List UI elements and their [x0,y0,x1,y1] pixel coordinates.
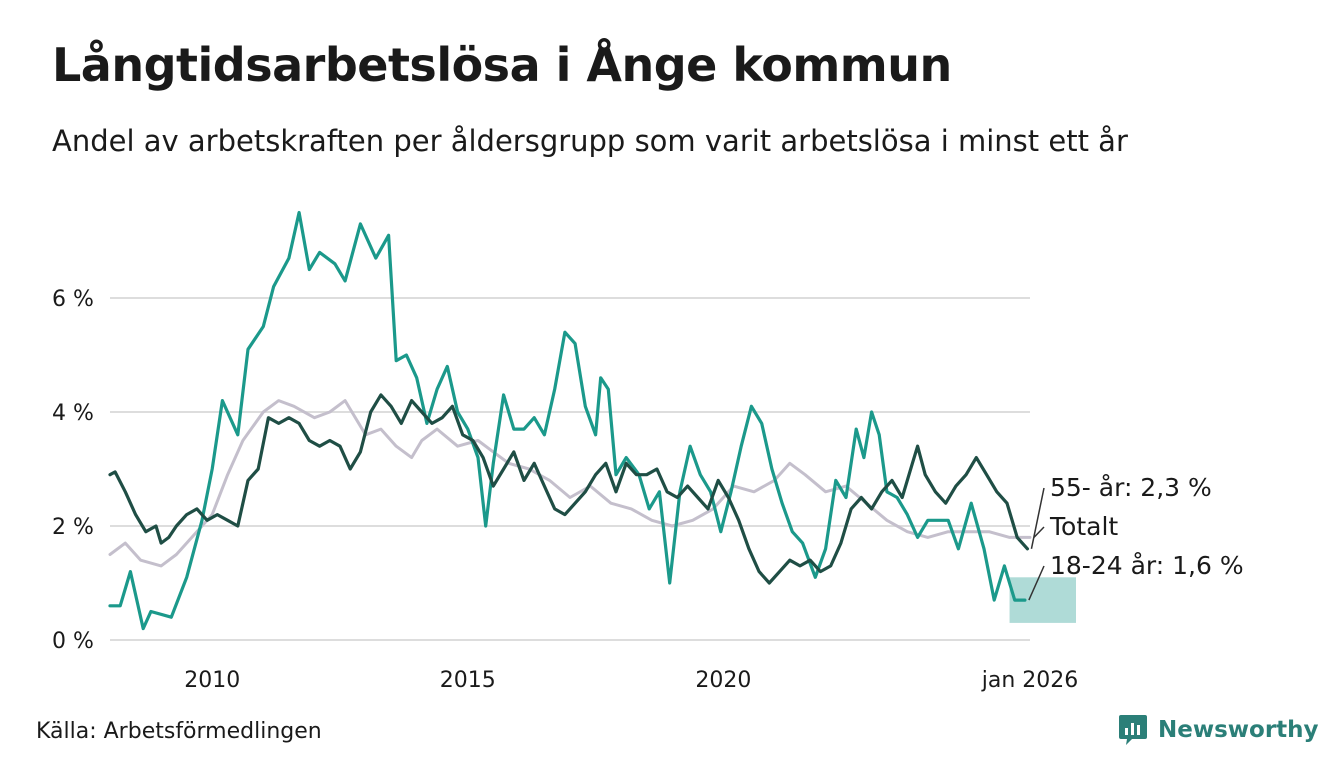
series-line-55-r [108,393,1029,585]
series-line-18-24-r [108,210,1027,631]
brand-logo: Newsworthy [1118,714,1319,746]
leader-line [1028,565,1045,601]
y-tick-label: 4 % [52,401,94,426]
grid-lines [110,297,1030,641]
source-note: Källa: Arbetsförmedlingen [36,719,322,744]
chart-subtitle: Andel av arbetskraften per åldersgrupp s… [52,124,1128,158]
leader-line [1033,526,1045,538]
x-tick-label: 2020 [695,668,751,693]
chart-title: Långtidsarbetslösa i Ånge kommun [52,38,952,92]
end-labels: Totalt 18-24 år: 1,6 % 55- år: 2,3 % [1028,473,1244,601]
series-end-label: Totalt [1049,512,1118,541]
y-tick-label: 6 % [52,287,94,312]
series-end-label: 55- år: 2,3 % [1050,473,1212,502]
brand-name: Newsworthy [1158,717,1319,743]
series-lines [108,210,1032,631]
x-tick-label: jan 2026 [981,668,1079,693]
axis-labels: 0 % 2 % 4 % 6 % 2010 2015 2020 jan 2026 [52,287,1078,693]
x-tick-label: 2015 [440,668,496,693]
y-tick-label: 0 % [52,629,94,654]
y-tick-label: 2 % [52,515,94,540]
series-end-label: 18-24 år: 1,6 % [1050,551,1244,580]
leader-line [1030,487,1045,549]
newsworthy-logo-icon [1119,715,1147,745]
x-tick-label: 2010 [184,668,240,693]
